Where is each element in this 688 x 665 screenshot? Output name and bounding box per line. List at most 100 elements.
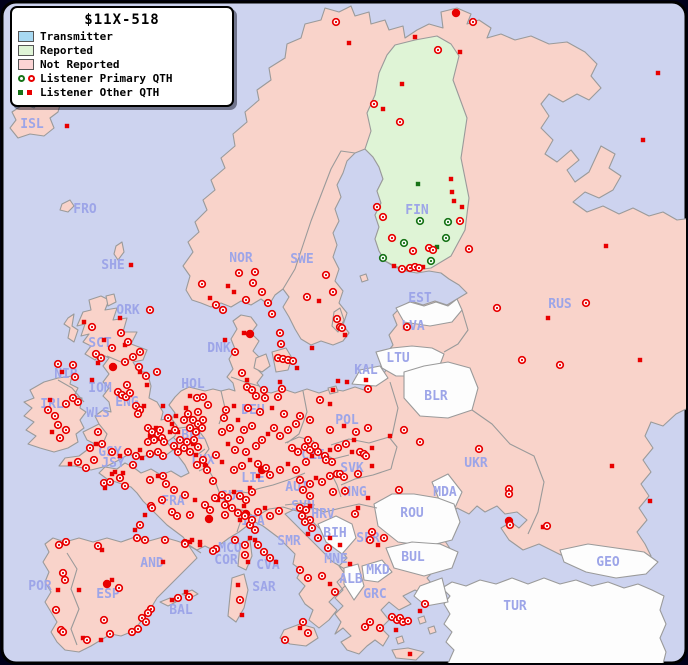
listener-other-qth-marker	[609, 463, 615, 469]
listener-other-qth-marker	[327, 401, 333, 407]
listener-primary-qth-marker	[395, 117, 405, 127]
listener-primary-qth-marker	[251, 441, 261, 451]
listener-primary-qth-marker	[225, 423, 235, 433]
listener-primary-qth-marker	[403, 616, 413, 626]
listener-primary-qth-marker	[235, 435, 245, 445]
listener-primary-qth-marker	[180, 490, 190, 500]
island-aegean-2	[427, 625, 437, 635]
listener-primary-qth-marker	[279, 409, 289, 419]
listener-primary-qth-marker	[295, 475, 305, 485]
listener-primary-qth-marker	[173, 593, 183, 603]
listener-primary-qth-marker	[295, 503, 305, 513]
listener-other-qth-marker	[231, 289, 237, 295]
listener-primary-qth-marker	[375, 623, 385, 633]
listener-primary-qth-marker	[85, 443, 95, 453]
listener-primary-qth-marker	[197, 423, 207, 433]
listener-other-qth-reported-marker	[434, 244, 440, 250]
listener-primary-qth-marker	[303, 628, 313, 638]
listener-primary-qth-marker	[321, 455, 331, 465]
listener-primary-qth-marker	[191, 427, 201, 437]
country-label-geo: GEO	[596, 555, 620, 570]
listener-cluster-marker	[108, 362, 118, 372]
listener-primary-qth-marker	[189, 435, 199, 445]
listener-primary-qth-marker	[297, 511, 307, 521]
listener-other-qth-marker	[95, 360, 101, 366]
listener-other-qth-marker	[59, 369, 65, 375]
country-label-isl: ISL	[20, 117, 44, 132]
listener-primary-qth-marker	[367, 527, 377, 537]
listener-other-qth-marker	[76, 587, 82, 593]
country-label-rus: RUS	[548, 297, 572, 312]
listener-primary-qth-marker	[233, 508, 243, 518]
unlisted-countries-layer	[317, 298, 659, 607]
listener-primary-qth-marker	[276, 339, 286, 349]
listener-other-qth-marker	[247, 485, 253, 491]
listener-other-qth-marker	[327, 535, 333, 541]
listener-primary-qth-marker	[237, 368, 247, 378]
listener-other-qth-marker	[269, 405, 275, 411]
listener-primary-qth-marker	[280, 635, 290, 645]
country-albania	[343, 563, 365, 601]
listener-primary-qth-marker	[127, 627, 137, 637]
listener-other-qth-marker	[173, 413, 179, 419]
listener-primary-qth-marker	[307, 523, 317, 533]
listener-other-qth-marker	[247, 457, 253, 463]
listener-primary-qth-marker	[184, 592, 194, 602]
legend-row-reported: Reported	[18, 44, 226, 57]
listener-primary-qth-marker	[128, 460, 138, 470]
listener-primary-qth-marker	[152, 367, 162, 377]
listener-primary-qth-marker	[160, 535, 170, 545]
listener-primary-qth-marker	[517, 355, 527, 365]
listener-other-qth-marker	[167, 429, 173, 435]
listener-other-qth-marker	[285, 461, 291, 467]
listener-primary-qth-marker	[200, 500, 210, 510]
listener-primary-qth-marker	[58, 568, 68, 578]
listener-other-qth-marker	[297, 625, 303, 631]
listener-primary-qth-marker	[70, 372, 80, 382]
listener-other-qth-marker	[142, 512, 148, 518]
island-faroe	[59, 199, 75, 213]
listener-other-qth-marker	[655, 70, 661, 76]
listener-primary-qth-marker	[399, 425, 409, 435]
listener-other-qth-marker	[265, 431, 271, 437]
listener-other-qth-marker	[141, 403, 147, 409]
listener-primary-qth-marker	[197, 279, 207, 289]
listener-primary-qth-marker	[265, 470, 275, 480]
listener-other-qth-marker	[341, 423, 347, 429]
listener-other-qth-marker	[89, 377, 95, 383]
listener-primary-qth-marker	[230, 535, 240, 545]
listener-primary-qth-marker	[147, 503, 157, 513]
listener-other-qth-marker	[128, 262, 134, 268]
listener-other-qth-marker	[197, 542, 203, 548]
listener-primary-qth-marker	[302, 292, 312, 302]
listener-primary-qth-reported-marker	[399, 238, 409, 248]
country-label-fro: FRO	[73, 202, 97, 217]
listener-primary-qth-marker	[134, 362, 144, 372]
listener-other-qth-marker	[80, 635, 86, 641]
listener-primary-qth-marker	[120, 481, 130, 491]
listener-primary-qth-marker	[339, 472, 349, 482]
country-label-bal: BAL	[169, 603, 193, 618]
listener-primary-qth-marker	[158, 471, 168, 481]
country-label-por: POR	[28, 579, 52, 594]
listener-other-qth-marker	[273, 559, 279, 565]
listener-primary-qth-marker	[131, 451, 141, 461]
listener-other-qth-marker	[449, 189, 455, 195]
listener-primary-qth-marker	[420, 599, 430, 609]
listener-primary-qth-marker	[99, 478, 109, 488]
listener-primary-qth-marker	[185, 510, 195, 520]
island-aegean-3	[395, 635, 405, 645]
listener-other-qth-marker	[231, 489, 237, 495]
listener-other-qth-marker	[122, 342, 128, 348]
listener-primary-qth-marker	[211, 300, 221, 310]
primary-qth-label: Listener Primary QTH	[40, 72, 173, 85]
listener-primary-qth-marker	[208, 546, 218, 556]
country-label-blr: BLR	[424, 389, 448, 404]
listener-primary-qth-marker	[203, 400, 213, 410]
country-label-ukr: UKR	[464, 456, 488, 471]
listener-other-qth-marker	[239, 612, 245, 618]
listener-primary-qth-marker	[143, 608, 153, 618]
listener-other-qth-marker	[55, 587, 61, 593]
listener-primary-qth-marker	[198, 415, 208, 425]
listener-primary-qth-marker	[235, 491, 245, 501]
